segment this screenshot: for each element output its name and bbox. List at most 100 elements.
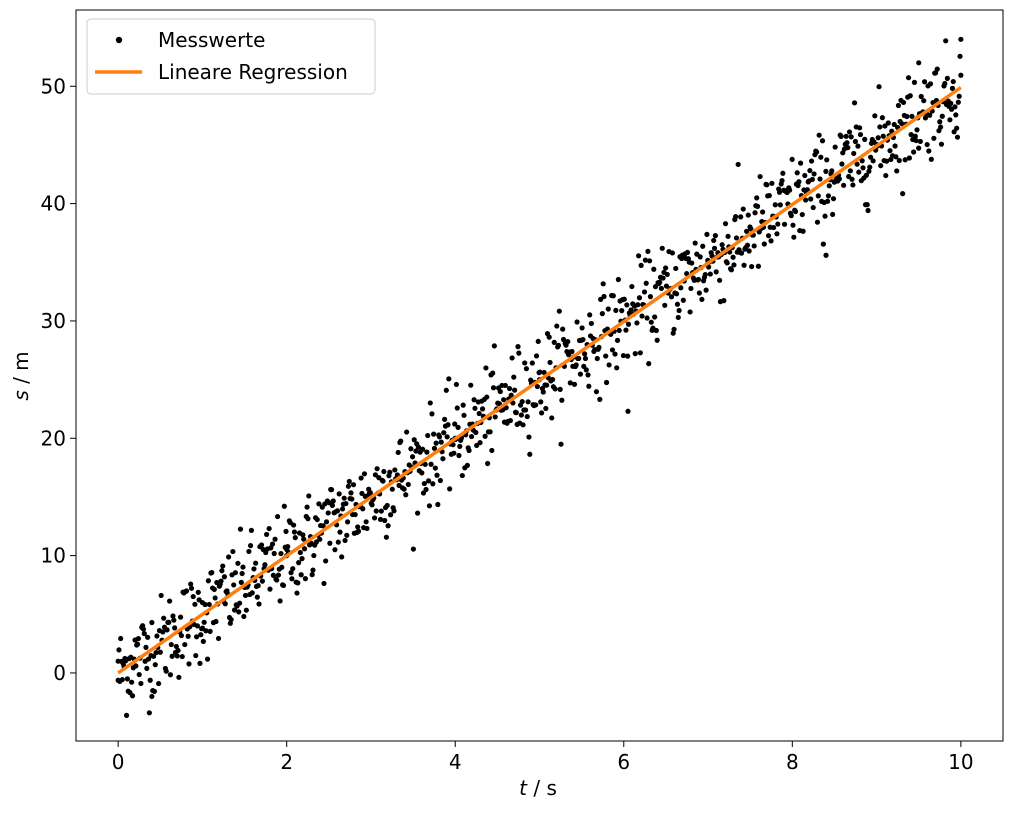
data-point [436,434,443,440]
data-point [149,693,155,700]
data-point [958,72,964,78]
data-point [226,554,232,560]
data-point [339,554,345,560]
data-point [441,416,448,422]
data-point [150,653,157,659]
data-point [891,121,897,128]
data-point [870,158,876,164]
data-point [934,66,940,72]
data-point [596,344,602,350]
data-point [323,558,329,564]
data-point [401,486,407,492]
plot-frame [75,9,1004,742]
data-point [854,161,860,167]
data-point [374,466,380,472]
data-point [673,265,679,272]
data-point [752,210,758,216]
data-point [547,359,553,366]
x-tick-label: 6 [617,750,630,774]
data-point [355,524,361,530]
data-point [546,334,552,340]
data-point [157,649,163,655]
data-point [702,271,708,278]
data-point [289,576,295,582]
data-point [253,560,259,566]
data-point [788,213,794,219]
data-point [603,353,609,359]
data-point [534,383,540,390]
data-point [434,472,440,478]
data-point [135,636,141,642]
x-axis-ticks: 0 2 4 6 8 10 [112,741,974,774]
data-point [230,548,236,555]
data-point [274,513,281,520]
data-point [921,98,927,104]
data-point [484,394,490,400]
data-point [908,132,914,138]
data-point [143,644,149,650]
data-point [579,325,585,331]
data-point [594,355,600,362]
data-point [852,138,859,145]
data-point [544,382,550,388]
data-point [947,117,953,123]
data-point [527,451,533,457]
data-point [567,380,573,386]
data-point [819,138,826,144]
data-point [524,413,530,420]
data-point [680,297,686,303]
data-point [497,388,503,395]
data-point [857,125,863,131]
data-point [266,525,272,532]
data-point [115,658,121,664]
data-point [460,402,466,408]
data-point [476,410,482,417]
data-point [841,182,847,188]
data-point [251,566,257,572]
data-point [281,503,287,509]
data-point [262,562,268,568]
data-point [808,158,815,164]
data-point [188,585,195,591]
data-point [243,607,249,613]
data-point [754,203,761,209]
data-point [628,307,634,313]
data-point [185,633,191,639]
data-point [864,202,870,208]
data-point [490,385,497,391]
data-point [378,508,384,514]
data-point [641,289,648,295]
data-point [507,417,513,424]
data-point [425,478,432,484]
data-point [144,665,150,671]
data-point [851,100,858,106]
data-point [552,386,558,392]
data-point [573,362,579,368]
data-point [491,343,497,349]
data-point [344,532,350,538]
data-point [582,351,588,357]
data-point [457,443,463,449]
data-point [913,137,919,144]
data-point [152,662,158,668]
data-point [228,616,234,623]
data-point [892,143,898,149]
data-point [168,641,174,648]
data-point [587,312,593,318]
data-point [523,366,530,372]
data-point [847,168,853,174]
data-point [603,379,610,386]
data-point [383,534,389,540]
data-point [249,590,255,596]
legend: Messwerte Lineare Regression [86,18,376,95]
data-point [242,592,249,599]
data-point [278,550,284,557]
data-point [271,550,277,557]
data-point [949,85,956,91]
data-point [267,586,273,592]
data-point [588,320,594,327]
data-point [314,516,320,523]
data-point [625,408,631,414]
data-point [958,36,964,42]
